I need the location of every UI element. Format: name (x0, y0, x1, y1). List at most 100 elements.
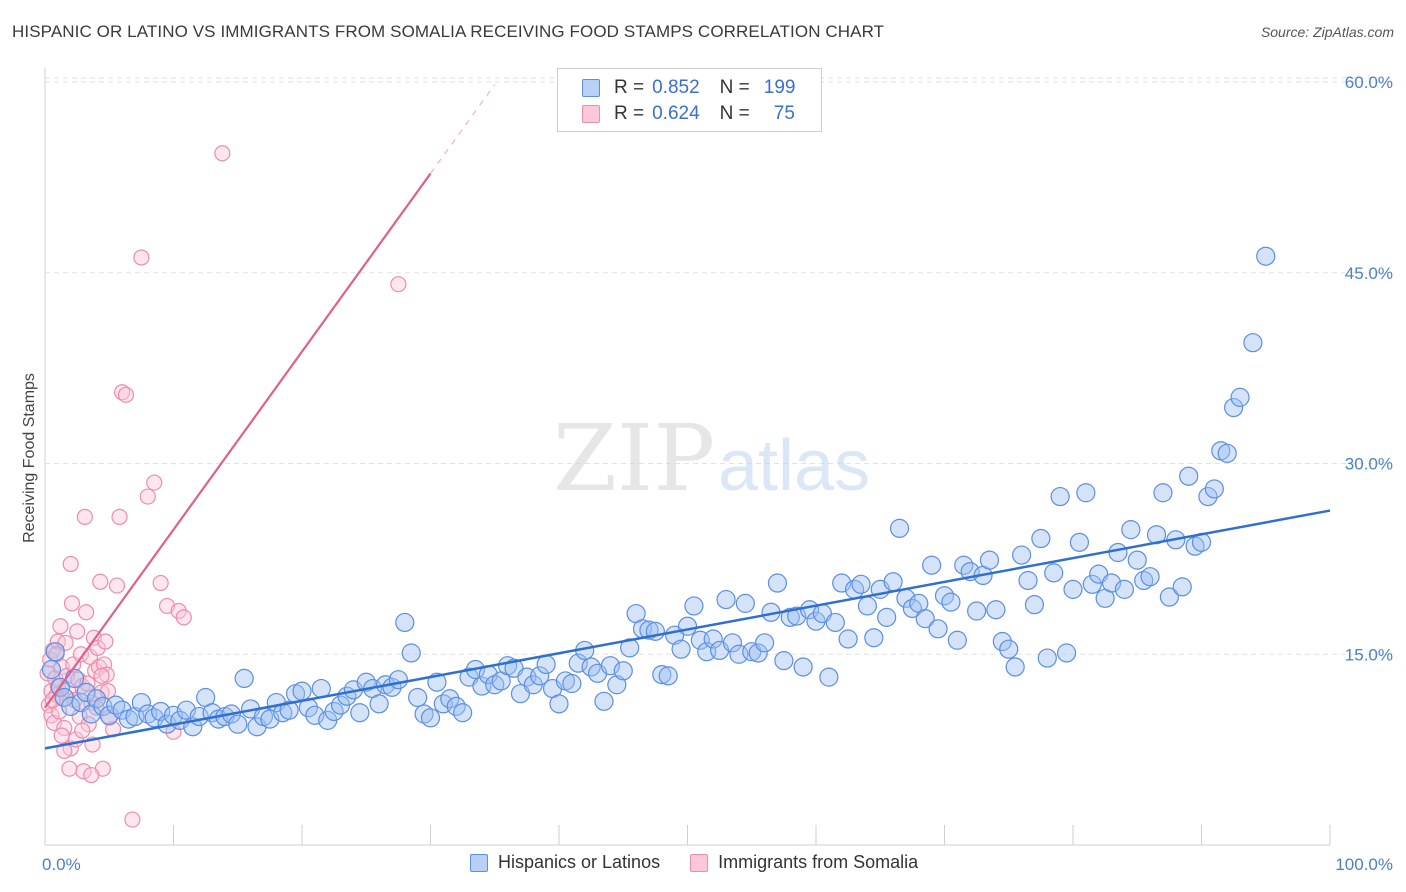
hispanic-point (369, 694, 389, 714)
chart-title: HISPANIC OR LATINO VS IMMIGRANTS FROM SO… (12, 22, 885, 41)
hispanic-point (735, 593, 755, 613)
x-tick-label: 0.0% (42, 855, 81, 874)
hispanic-point (292, 681, 312, 701)
somalia-point (124, 811, 141, 828)
hispanic-point (305, 705, 325, 725)
hispanic-point (857, 596, 878, 616)
hispanic-point (530, 666, 550, 686)
hispanic-point (1108, 542, 1128, 563)
y-tick-label: 15.0% (1345, 645, 1393, 664)
somalia-point (97, 633, 114, 650)
hispanic-point (1230, 387, 1250, 407)
hispanic-point (401, 643, 421, 663)
hispanic-point (76, 682, 96, 703)
hispanic-point (1198, 486, 1218, 507)
hispanic-point (1044, 563, 1064, 583)
hispanic-points (41, 246, 1276, 737)
somalia-point (69, 623, 86, 640)
y-tick-label: 30.0% (1345, 455, 1393, 474)
hispanic-point (536, 654, 556, 675)
somalia-point (170, 602, 187, 620)
somalia-point (63, 595, 81, 612)
somalia-point (56, 742, 73, 759)
hispanic-point (677, 616, 698, 636)
hispanic-point (440, 689, 460, 709)
hispanic-point (1153, 483, 1173, 503)
hispanic-point (1224, 397, 1244, 418)
somalia-point (61, 760, 78, 777)
hispanic-point (1076, 483, 1096, 503)
legend-n-label: N = (719, 77, 750, 98)
hispanic-point (1179, 466, 1199, 486)
legend-n-value: 75 (773, 103, 795, 124)
somalia-point (133, 249, 150, 266)
hispanic-point (1082, 574, 1102, 594)
legend-swatch-hispanic (582, 79, 600, 97)
hispanic-point (408, 687, 428, 708)
hispanic-point (1256, 246, 1276, 266)
hispanic-point (234, 668, 254, 689)
somalia-point (75, 763, 92, 780)
somalia-trend-extension (430, 84, 496, 174)
hispanic-point (1172, 577, 1192, 597)
x-tick-label: 100.0% (1335, 855, 1393, 874)
watermark-zip: ZIP (553, 405, 715, 512)
series-legend: Hispanics or Latinos Immigrants from Som… (470, 852, 948, 873)
hispanic-point (607, 675, 627, 695)
somalia-point (92, 573, 109, 590)
y-tick-label: 60.0% (1345, 73, 1393, 92)
hispanic-point (86, 689, 107, 709)
somalia-trend-line (44, 172, 432, 709)
hispanic-point (395, 612, 415, 633)
stats-legend: R = 0.852 N = 199 R = 0.624 N = 75 (557, 68, 822, 132)
somalia-point (214, 145, 231, 162)
hispanic-point (1018, 570, 1038, 591)
hispanic-point (671, 639, 691, 659)
hispanic-point (1121, 520, 1141, 540)
series-legend-somalia: Immigrants from Somalia (690, 852, 918, 873)
somalia-point (52, 618, 69, 635)
hispanic-point (922, 555, 942, 575)
somalia-point (175, 609, 192, 626)
legend-n-value: 199 (763, 77, 796, 98)
somalia-points (39, 145, 407, 828)
hispanic-point (684, 596, 704, 616)
hispanic-point (1011, 545, 1032, 565)
somalia-point (93, 667, 110, 684)
hispanic-point (992, 631, 1012, 652)
hispanic-point (1069, 532, 1090, 552)
hispanic-point (767, 573, 788, 593)
legend-r-label: R = (614, 103, 645, 124)
legend-row-somalia: R = 0.624 N = 75 (582, 103, 795, 125)
legend-swatch-somalia (582, 105, 600, 123)
hispanic-point (61, 696, 81, 716)
y-tick-label: 45.0% (1345, 264, 1393, 283)
series-swatch-hispanic (470, 853, 488, 872)
somalia-point (146, 474, 163, 491)
hispanic-point (877, 607, 897, 627)
hispanic-point (928, 619, 948, 639)
somalia-point (108, 577, 126, 594)
watermark: ZIP atlas (553, 405, 870, 512)
hispanic-trend-line (44, 509, 1331, 750)
hispanic-point (1050, 486, 1070, 507)
hispanic-point (594, 691, 614, 711)
hispanic-point (774, 651, 794, 671)
hispanic-point (1243, 333, 1263, 353)
hispanic-point (420, 708, 441, 728)
hispanic-point (1031, 528, 1051, 549)
series-legend-hispanic: Hispanics or Latinos (470, 852, 660, 873)
hispanic-point (1063, 579, 1083, 599)
somalia-point (62, 555, 79, 573)
hispanic-point (388, 670, 408, 690)
series-swatch-somalia (690, 853, 709, 872)
y-axis-label: Receiving Food Stamps (21, 373, 38, 543)
hispanic-point (562, 673, 582, 694)
hispanic-point (851, 574, 871, 594)
hispanic-point (915, 609, 935, 629)
somalia-point (83, 766, 100, 784)
hispanic-point (1024, 595, 1045, 615)
somalia-point (74, 722, 91, 739)
hispanic-point (1204, 479, 1224, 499)
